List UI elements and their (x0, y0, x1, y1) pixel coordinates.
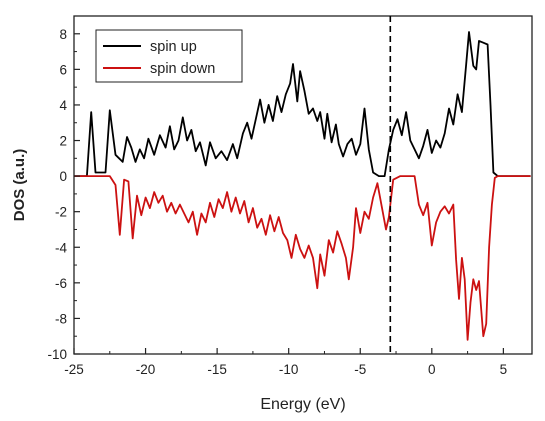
y-tick-label: -8 (55, 311, 67, 326)
x-tick-label: -10 (279, 362, 299, 377)
x-tick-label: -20 (136, 362, 156, 377)
x-tick-label: 0 (428, 362, 436, 377)
legend-label-spin-up: spin up (150, 39, 197, 55)
x-tick-label: 5 (500, 362, 508, 377)
y-tick-label: 6 (59, 62, 67, 77)
y-tick-label: 4 (59, 98, 67, 113)
legend-label-spin-down: spin down (150, 61, 215, 77)
y-axis-label: DOS (a.u.) (11, 149, 28, 222)
x-tick-label: -5 (354, 362, 366, 377)
plot-frame (73, 15, 533, 355)
legend-box (95, 29, 243, 83)
x-axis-ticks: -25 -20 -15 -10 -5 0 5 (64, 348, 507, 377)
y-tick-label: 2 (59, 134, 67, 149)
x-axis-label: Energy (eV) (260, 396, 345, 413)
y-tick-label: -6 (55, 276, 67, 291)
y-tick-label: -10 (47, 347, 67, 362)
legend: spin up spin down (95, 29, 243, 83)
y-axis-ticks: -10 -8 -6 -4 -2 0 2 4 6 8 (47, 15, 80, 362)
series-line-spin-down (74, 175, 531, 341)
x-tick-label: -25 (64, 362, 84, 377)
y-tick-label: 8 (59, 27, 67, 42)
series-line-spin-up (74, 31, 531, 178)
series-layer (74, 31, 531, 341)
y-tick-label: 0 (59, 169, 67, 184)
y-tick-label: -2 (55, 205, 67, 220)
x-tick-label: -15 (207, 362, 227, 377)
y-tick-label: -4 (55, 240, 67, 255)
